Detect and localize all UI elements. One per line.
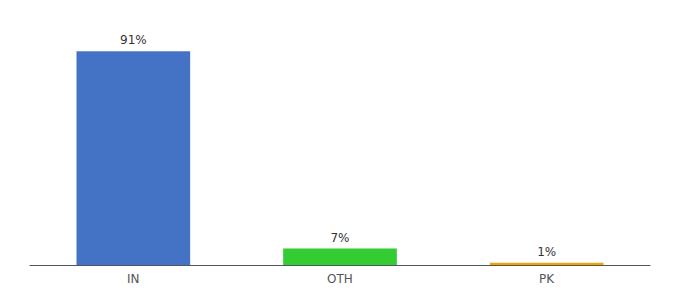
- svg-text:1%: 1%: [537, 245, 556, 259]
- svg-text:OTH: OTH: [327, 272, 353, 286]
- svg-text:7%: 7%: [330, 231, 349, 245]
- svg-text:IN: IN: [127, 272, 140, 286]
- svg-text:PK: PK: [539, 272, 555, 286]
- svg-text:91%: 91%: [120, 33, 147, 47]
